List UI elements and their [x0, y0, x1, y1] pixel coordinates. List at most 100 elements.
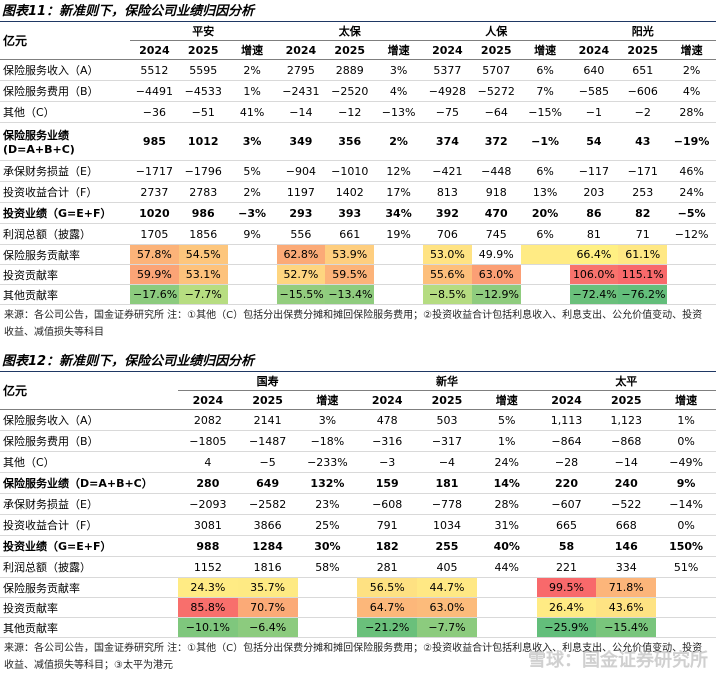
data-row: 保险服务费用（B） −4491 −4533 1% −2431 −2520 4% −4928 −5…	[0, 80, 716, 102]
cell: −14%	[656, 493, 716, 515]
data-row: 投资业绩（G=E+F） 988 1284 30% 182 255 40% 58 146 150%	[0, 535, 716, 557]
cell: 9%	[656, 472, 716, 494]
cell: 1284	[237, 535, 298, 557]
cell: 2795	[276, 59, 326, 81]
cell: 405	[417, 556, 477, 578]
cell: 6%	[520, 160, 570, 182]
cell: −21.2%	[357, 617, 418, 638]
cell: −608	[357, 493, 418, 515]
cell: 986	[178, 202, 228, 224]
cell: 1012	[178, 122, 228, 161]
cell	[476, 597, 537, 618]
cell: −1487	[237, 430, 298, 452]
column-header: 2024	[536, 390, 597, 410]
cell: 668	[596, 514, 657, 536]
cell: −15.5%	[276, 284, 326, 305]
cell	[476, 577, 537, 598]
cell: −171	[618, 160, 668, 182]
cell: 661	[325, 223, 375, 245]
cell: 2%	[227, 59, 277, 81]
cell: −12%	[667, 223, 716, 245]
cell: 5707	[471, 59, 521, 81]
cell	[297, 597, 358, 618]
cell: −64	[471, 101, 521, 123]
cell: 66.4%	[569, 244, 619, 265]
cell: 182	[357, 535, 418, 557]
cell	[520, 264, 570, 285]
cell: 181	[417, 472, 477, 494]
cell: −5	[237, 451, 298, 473]
cell: −1%	[520, 122, 570, 161]
cell: 4%	[667, 80, 716, 102]
cell: −76.2%	[618, 284, 668, 305]
cell: 4	[178, 451, 238, 473]
cell: 34%	[374, 202, 423, 224]
row-label: 其他（C）	[0, 451, 178, 473]
cell: −2	[618, 101, 668, 123]
cell: 9%	[227, 223, 277, 245]
cell: 470	[471, 202, 521, 224]
cell: 1%	[476, 430, 537, 452]
cell: 5%	[476, 409, 537, 431]
cell: 3%	[374, 59, 423, 81]
cell: 26.4%	[536, 597, 597, 618]
cell: −5%	[667, 202, 716, 224]
row-label: 保险服务贡献率	[0, 577, 178, 598]
cell: 23%	[297, 493, 358, 515]
cell	[297, 617, 358, 638]
cell: −233%	[297, 451, 358, 473]
column-header: 2024	[276, 40, 326, 60]
cell: −1	[569, 101, 619, 123]
cell: 106.0%	[569, 264, 619, 285]
data-row: 其他（C） −36 −51 41% −14 −12 −13% −75 −64 −15% −1 −2 28…	[0, 101, 716, 123]
column-header: 2025	[325, 40, 375, 60]
row-label: 承保财务损益（E）	[0, 160, 130, 182]
row-label: 利润总额（披露）	[0, 223, 130, 245]
cell: −28	[536, 451, 597, 473]
company-header: 新华	[357, 372, 537, 391]
row-label: 其他贡献率	[0, 284, 130, 305]
cell: 1034	[417, 514, 477, 536]
cell: 0%	[656, 430, 716, 452]
cell: 293	[276, 202, 326, 224]
cell: 640	[569, 59, 619, 81]
cell: −13%	[374, 101, 423, 123]
data-row: 保险服务业绩 (D=A+B+C) 985 1012 3% 349 356 2% 374 372 −1…	[0, 122, 716, 161]
cell: 20%	[520, 202, 570, 224]
cell	[656, 617, 716, 638]
cell: 253	[618, 181, 668, 203]
cell: 14%	[476, 472, 537, 494]
cell: 54.5%	[178, 244, 228, 265]
column-header: 2024	[130, 40, 179, 60]
cell: −12.9%	[471, 284, 521, 305]
cell: 44.7%	[417, 577, 477, 598]
cell: 52.7%	[276, 264, 326, 285]
cell: 4%	[374, 80, 423, 102]
cell: 1,113	[536, 409, 597, 431]
data-row: 其他贡献率 −17.6% −7.7% −15.5% −13.4% −8.5% −12.9% −…	[0, 284, 716, 305]
cell: 12%	[374, 160, 423, 182]
cell: 25%	[297, 514, 358, 536]
cell: −1796	[178, 160, 228, 182]
column-header: 增速	[227, 40, 277, 60]
cell: 58%	[297, 556, 358, 578]
cell: 61.1%	[618, 244, 668, 265]
header-row: 2024 2025 增速 2024 2025 增速 2024 2025 增速 2024 2025 增速	[0, 40, 716, 60]
cell: −864	[536, 430, 597, 452]
cell: 2%	[667, 59, 716, 81]
cell: 1402	[325, 181, 375, 203]
data-row: 投资业绩（G=E+F） 1020 986 −3% 293 393 34% 392 470 20% 8…	[0, 202, 716, 224]
cell: 2%	[374, 122, 423, 161]
cell: −14	[276, 101, 326, 123]
column-header: 2024	[357, 390, 418, 410]
cell: 791	[357, 514, 418, 536]
column-header: 2024	[569, 40, 619, 60]
cell: 2%	[227, 181, 277, 203]
cell: 3%	[227, 122, 277, 161]
cell: 57.8%	[130, 244, 179, 265]
cell: −51	[178, 101, 228, 123]
cell: 2889	[325, 59, 375, 81]
cell: 19%	[374, 223, 423, 245]
company-header: 阳光	[569, 22, 716, 41]
cell: −13.4%	[325, 284, 375, 305]
